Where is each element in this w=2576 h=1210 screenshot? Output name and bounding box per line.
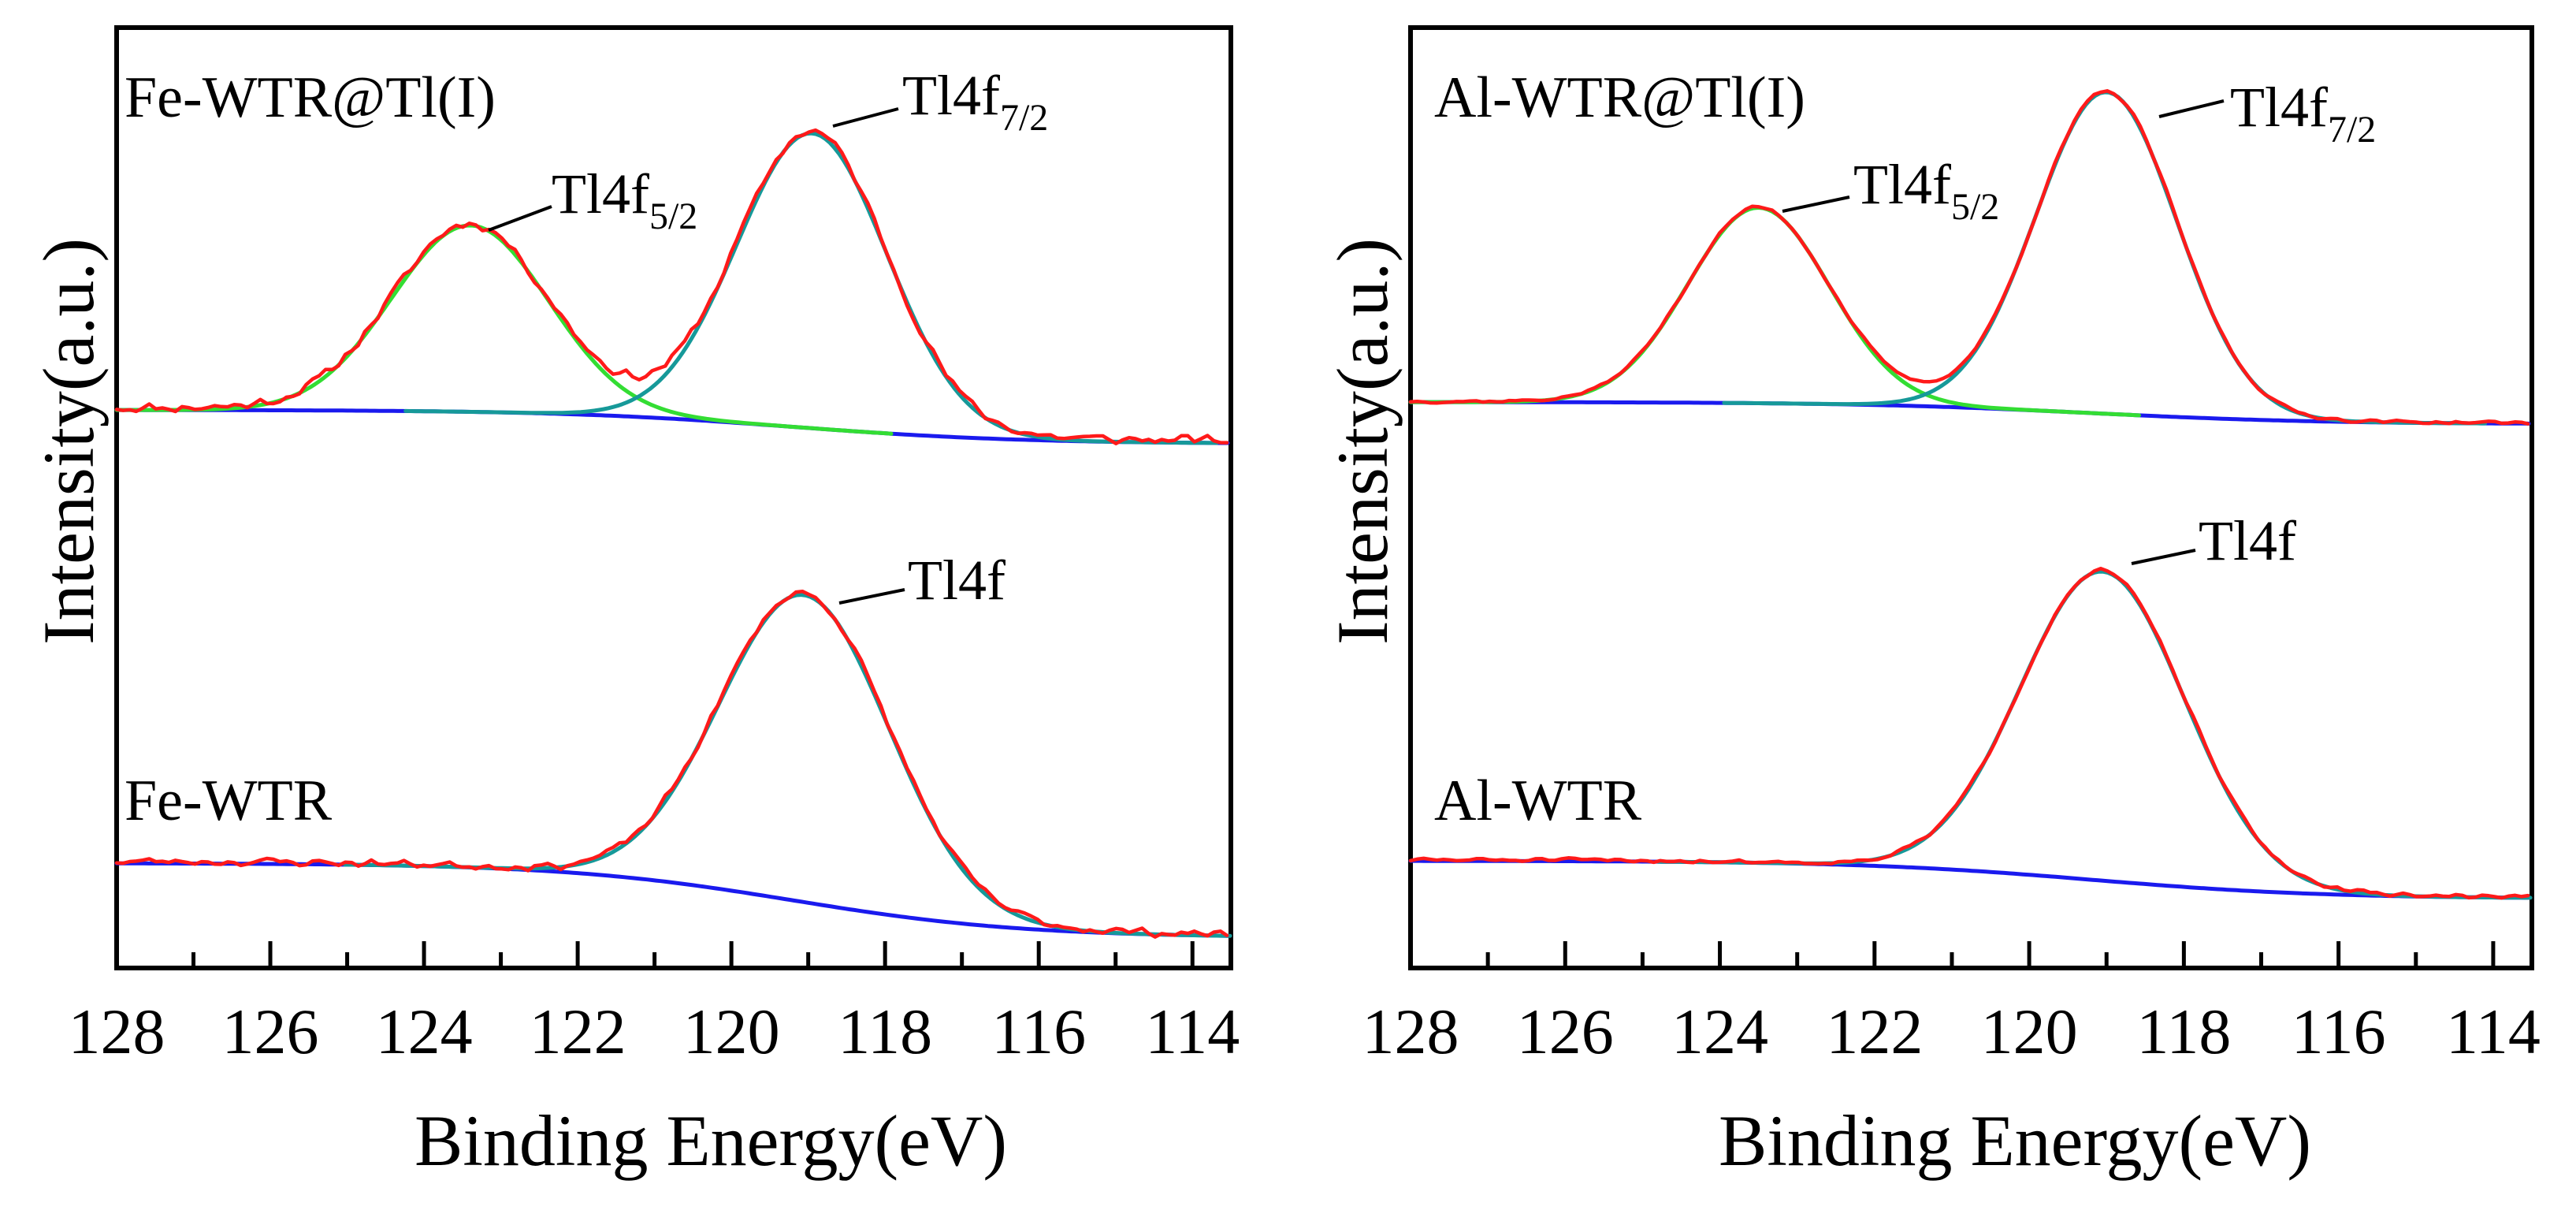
x-tick-label: 126 [222, 996, 319, 1067]
spectrum-fe-wtr: Fe-WTR Tl4f [114, 549, 1232, 939]
x-tick-label: 124 [1671, 996, 1768, 1067]
plot-layer: 128 126 124 122 120 118 116 114 Fe-WTR@Tl(I) Tl4f… [69, 25, 2541, 1067]
x-tick-label: 114 [1145, 996, 1240, 1067]
spectrum-al-wtr: Al-WTR Tl4f [1408, 509, 2533, 900]
spectrum-al-wtr-tl-i-: Al-WTR@Tl(I) Tl4f5/2 Tl4f7/2 [1408, 65, 2531, 426]
raw-data-line [114, 589, 1229, 939]
sample-label: Fe-WTR [125, 769, 333, 833]
x-tick-label: 128 [69, 996, 165, 1067]
x-tick-label: 116 [991, 996, 1086, 1067]
sample-label: Al-WTR@Tl(I) [1434, 65, 1805, 130]
peak-annotation: Tl4f [908, 549, 1005, 612]
x-axis-label-right: Binding Energy(eV) [1719, 1100, 2311, 1181]
panel-fe-wtr: Intensity(a.u.) Binding Energy(eV) [28, 238, 1007, 1181]
annotation-leader [838, 588, 905, 605]
x-axis-label-left: Binding Energy(eV) [414, 1100, 1007, 1181]
background-line [114, 408, 1230, 445]
spectrum-fe-wtr-tl-i-: Fe-WTR@Tl(I) Tl4f5/2 Tl4f7/2 [114, 64, 1230, 445]
raw-data-line [1408, 566, 2530, 900]
x-tick-label: 122 [1826, 996, 1923, 1067]
panel-al-wtr: Intensity(a.u.) Binding Energy(eV) [1322, 238, 2311, 1181]
plot-frame [114, 25, 1233, 970]
peak-annotation: Tl4f7/2 [2230, 76, 2376, 151]
sample-label: Al-WTR [1434, 769, 1642, 833]
peak-annotation: Tl4f5/2 [1853, 153, 1999, 228]
fit-peak-tl4f [343, 593, 1232, 938]
annotation-leader [488, 205, 552, 232]
fit-peak-7-2 [403, 131, 1219, 445]
x-tick-label: 128 [1362, 996, 1459, 1067]
y-axis-label-left: Intensity(a.u.) [28, 238, 109, 645]
annotation-leader [832, 107, 899, 128]
sample-label: Fe-WTR@Tl(I) [125, 65, 496, 130]
annotation-leader [2131, 549, 2196, 565]
x-tick-label: 114 [2446, 996, 2541, 1067]
x-tick-label: 120 [683, 996, 780, 1067]
fit-peak-5-2 [114, 223, 894, 436]
annotation-leader [2158, 99, 2225, 118]
background-line [1408, 858, 2531, 900]
x-tick-label: 116 [2292, 996, 2386, 1067]
peak-annotation: Tl4f [2199, 509, 2296, 572]
x-tick-label: 120 [1981, 996, 2078, 1067]
fit-peak-5-2 [1408, 206, 2141, 418]
y-axis-label-right: Intensity(a.u.) [1322, 238, 1403, 645]
raw-data-line [1408, 89, 2530, 426]
annotation-leader [1782, 195, 1850, 213]
plot-frame [1408, 25, 2534, 970]
x-tick-label: 118 [838, 996, 932, 1067]
x-tick-label: 118 [2136, 996, 2231, 1067]
peak-annotation: Tl4f5/2 [552, 162, 697, 237]
x-tick-label: 124 [376, 996, 473, 1067]
peak-annotation: Tl4f7/2 [902, 64, 1048, 139]
x-tick-label: 126 [1517, 996, 1614, 1067]
raw-data-line [114, 128, 1229, 445]
fit-peak-tl4f [1656, 569, 2533, 900]
x-tick-label: 122 [530, 996, 626, 1067]
